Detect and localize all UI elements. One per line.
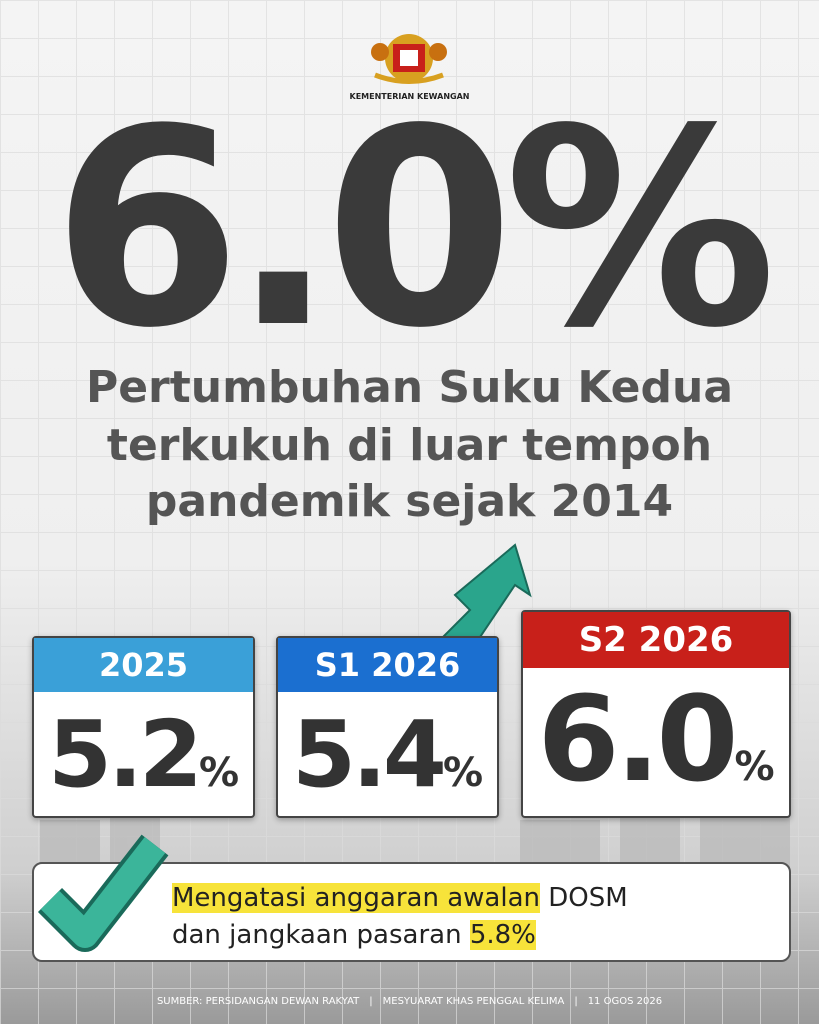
value: 5.2 [47,701,203,808]
unit: % [734,744,775,790]
checkmark [37,834,169,952]
card-value: 6.0% [523,670,789,808]
footer-item: SUMBER: PERSIDANGAN DEWAN RAKYAT [156,996,360,1007]
footer-item: 11 OGOS 2026 [587,996,663,1007]
subtitle: pandemik sejak 2014 [145,476,674,527]
value: 5.4 [291,701,447,808]
card: S2 2026 6.0% [521,610,791,818]
card-label: 2025 [34,638,253,692]
subtitle: Pertumbuhan Suku Kedua [85,362,734,413]
value: 6.0 [537,670,738,808]
unit: % [198,750,240,796]
card-value: 5.4% [278,701,497,808]
note-text: Mengatasi anggaran awalan DOSM dan jangk… [172,880,628,954]
subtitle: terkukuh di luar tempoh [106,420,713,471]
highlight: Mengatasi anggaran awalan [172,883,540,913]
footer: SUMBER: PERSIDANGAN DEWAN RAKYAT | MESYUAR… [0,996,819,1007]
highlight: 5.8% [469,920,536,950]
emblem [371,34,447,84]
text: DOSM [548,883,628,913]
card-label: S2 2026 [523,612,789,668]
card-value: 5.2% [34,701,253,808]
unit: % [442,750,484,796]
ministry-name: KEMENTERIAN KEWANGAN [349,92,470,101]
text: dan jangkaan pasaran [172,920,462,950]
card: 2025 5.2% [32,636,255,818]
headline: 6.0% [52,72,776,388]
card-label: S1 2026 [278,638,497,692]
footer-item: MESYUARAT KHAS PENGGAL KELIMA [382,996,565,1007]
card: S1 2026 5.4% [276,636,499,818]
